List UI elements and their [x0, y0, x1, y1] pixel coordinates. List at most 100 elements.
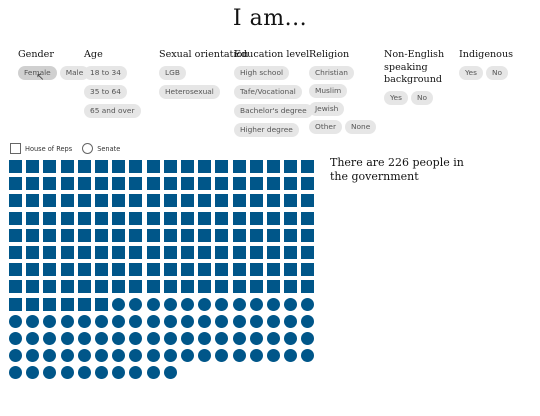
religion-other-button[interactable]: Other — [309, 119, 342, 134]
house-member-mark — [215, 211, 229, 225]
senate-member-mark — [26, 349, 40, 363]
house-member-mark — [267, 160, 280, 173]
house-member-mark — [95, 211, 108, 225]
senate-member-mark — [232, 297, 246, 311]
house-member-mark — [95, 280, 108, 294]
indigenous-yes-button[interactable]: Yes — [459, 65, 483, 80]
page-title: I am... — [232, 6, 308, 31]
house-member-mark — [9, 246, 22, 259]
education-tafe-button[interactable]: Tafe/Vocational — [234, 84, 302, 99]
house-member-mark — [26, 177, 40, 191]
house-member-mark — [181, 211, 194, 225]
house-member-mark — [267, 280, 280, 294]
house-member-mark — [284, 177, 298, 191]
house-member-mark — [198, 160, 212, 173]
house-member-mark — [267, 211, 280, 225]
non-english-yes-button[interactable]: Yes — [384, 90, 408, 105]
senate-member-mark — [43, 349, 57, 363]
house-member-mark — [249, 263, 263, 277]
filter-indigenous: Indigenous Yes No — [459, 49, 513, 80]
house-member-mark — [146, 263, 160, 277]
house-member-mark — [215, 160, 229, 173]
house-member-mark — [77, 160, 91, 173]
house-member-mark — [198, 263, 212, 277]
senate-member-mark — [215, 332, 229, 345]
senate-member-mark — [163, 314, 177, 328]
senate-member-mark — [181, 314, 194, 328]
house-member-mark — [60, 177, 74, 191]
house-member-mark — [9, 194, 22, 208]
house-member-mark — [112, 246, 126, 259]
gender-female-button[interactable]: Female — [18, 65, 57, 80]
house-member-mark — [26, 280, 40, 294]
house-member-mark — [215, 280, 229, 294]
house-member-mark — [181, 194, 194, 208]
senate-member-mark — [215, 297, 229, 311]
education-higher-degree-button[interactable]: Higher degree — [234, 122, 299, 137]
senate-member-mark — [129, 366, 143, 380]
house-member-mark — [26, 211, 40, 225]
senate-member-mark — [249, 314, 263, 328]
senate-member-mark — [95, 314, 108, 328]
house-member-mark — [60, 263, 74, 277]
age-35-64-button[interactable]: 35 to 64 — [84, 84, 127, 99]
senate-member-mark — [129, 332, 143, 345]
gender-male-button[interactable]: Male — [59, 65, 90, 80]
house-member-mark — [112, 160, 126, 173]
house-member-mark — [43, 228, 57, 242]
house-member-mark — [267, 263, 280, 277]
house-member-mark — [77, 263, 91, 277]
house-member-mark — [9, 177, 22, 191]
age-18-34-button[interactable]: 18 to 34 — [84, 65, 127, 80]
house-member-mark — [215, 263, 229, 277]
religion-none-button[interactable]: None — [345, 119, 377, 134]
senate-member-mark — [284, 314, 298, 328]
house-member-mark — [9, 160, 22, 173]
house-member-mark — [43, 177, 57, 191]
house-member-mark — [95, 263, 108, 277]
house-member-mark — [77, 297, 91, 311]
orientation-lgb-button[interactable]: LGB — [159, 65, 186, 80]
house-member-mark — [232, 280, 246, 294]
house-member-mark — [60, 194, 74, 208]
house-member-mark — [43, 280, 57, 294]
house-member-mark — [77, 211, 91, 225]
senate-member-mark — [146, 297, 160, 311]
house-member-mark — [112, 280, 126, 294]
house-member-mark — [198, 246, 212, 259]
house-member-mark — [215, 177, 229, 191]
age-65-over-button[interactable]: 65 and over — [84, 103, 141, 118]
house-member-mark — [95, 177, 108, 191]
senate-member-mark — [267, 297, 280, 311]
senate-member-mark — [112, 314, 126, 328]
house-member-mark — [26, 246, 40, 259]
house-member-mark — [249, 246, 263, 259]
senate-member-mark — [181, 349, 194, 363]
orientation-heterosexual-button[interactable]: Heterosexual — [159, 84, 220, 99]
house-member-mark — [181, 177, 194, 191]
education-high-school-button[interactable]: High school — [234, 65, 290, 80]
house-member-mark — [43, 194, 57, 208]
house-member-mark — [232, 211, 246, 225]
house-member-mark — [249, 194, 263, 208]
religion-jewish-button[interactable]: Jewish — [309, 101, 345, 116]
filter-sexual-orientation-label: Sexual orientation — [159, 49, 249, 60]
house-member-mark — [232, 246, 246, 259]
filter-age-label: Age — [84, 49, 103, 60]
filter-non-english-label: Non-English speaking background — [384, 49, 445, 85]
religion-muslim-button[interactable]: Muslim — [309, 83, 348, 98]
house-member-mark — [181, 280, 194, 294]
house-member-mark — [112, 263, 126, 277]
senate-member-mark — [9, 332, 22, 345]
senate-member-mark — [60, 366, 74, 380]
education-bachelor-button[interactable]: Bachelor's degree — [234, 103, 313, 118]
house-member-mark — [129, 211, 143, 225]
house-member-mark — [60, 246, 74, 259]
religion-christian-button[interactable]: Christian — [309, 65, 354, 80]
senate-member-mark — [284, 349, 298, 363]
non-english-no-button[interactable]: No — [410, 90, 433, 105]
house-member-mark — [129, 160, 143, 173]
senate-member-mark — [249, 349, 263, 363]
indigenous-no-button[interactable]: No — [485, 65, 508, 80]
house-member-mark — [198, 194, 212, 208]
